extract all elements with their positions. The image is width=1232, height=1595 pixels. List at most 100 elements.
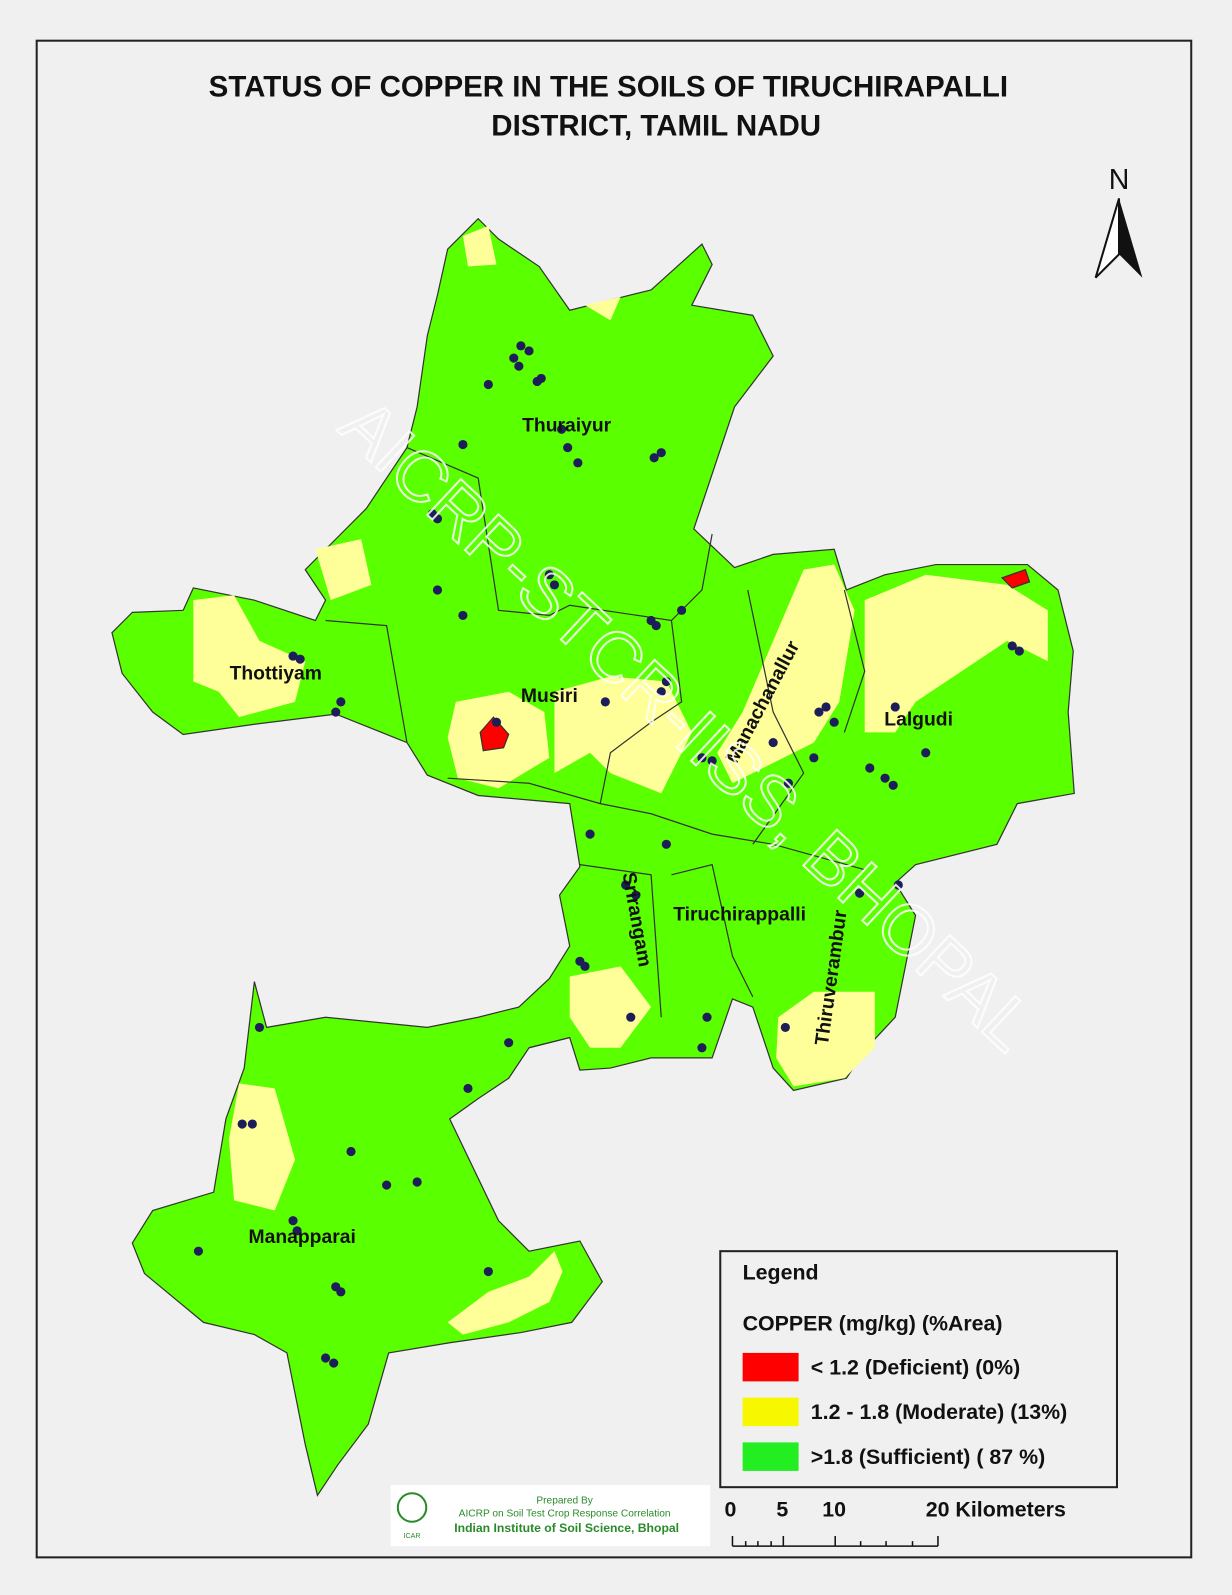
sample-point [821,702,831,712]
sample-point [412,1177,422,1187]
sample-point [193,1246,204,1256]
sample-point [631,890,641,900]
legend-heading: COPPER (mg/kg) (%Area) [743,1312,1003,1336]
sample-point [346,1146,356,1157]
credit-line: Indian Institute of Soil Science, Bhopal [454,1521,679,1535]
sample-point [651,621,661,631]
title-line-1: STATUS OF COPPER IN THE SOILS OF TIRUCHI… [209,71,1008,104]
scale-bar [731,1536,939,1547]
sample-point [247,1119,257,1129]
sample-point [288,1216,298,1226]
logo-mark [396,1492,428,1523]
sample-point [254,1022,265,1032]
moderate-zones [193,225,1048,1335]
sample-point [336,1287,346,1297]
sample-point [768,737,778,748]
sample-point [880,773,890,783]
district-outline [111,217,1075,1497]
sample-point [921,748,931,758]
sample-point [890,702,900,712]
sample-point [677,605,687,615]
legend-swatch [742,1442,799,1471]
sample-point [585,829,595,839]
sample-point [783,778,793,788]
sample-point [573,458,583,468]
scale-label: 10 [822,1498,846,1522]
sample-point [814,707,824,717]
sample-point [1007,641,1017,651]
block-label: Musiri [521,686,578,707]
sample-point [626,1012,636,1022]
sample-point [237,1119,247,1129]
sample-points [193,341,1024,1368]
sample-point [514,361,524,371]
sample-point [516,341,526,351]
sample-point [329,1358,339,1368]
credit-line: Prepared By [536,1495,593,1506]
sample-point [288,651,298,661]
block-label: Lalgudi [884,709,953,730]
sample-point [532,376,542,387]
sample-point [563,442,573,453]
sample-point [544,570,554,580]
sample-point [656,687,666,697]
sample-point [865,763,875,773]
sample-point [382,1180,392,1190]
block-label: Tiruchirappalli [673,905,806,926]
sample-point [321,1353,331,1363]
north-arrow-right [1119,198,1143,278]
scale-label: 5 [776,1498,788,1522]
block-boundaries [325,447,866,1049]
scale-label: 20 Kilometers [926,1498,1066,1522]
sample-point [432,585,443,595]
deficient-zones [479,568,1031,752]
sample-point [483,1266,493,1277]
sample-point [458,439,468,450]
legend-swatch [742,1397,799,1427]
sample-point [809,753,819,763]
sample-point [829,717,839,727]
sample-point [600,697,610,707]
sample-point [707,756,717,766]
legend-items: < 1.2 (Deficient) (0%) 1.2 - 1.8 (Moderat… [742,1352,1067,1471]
north-label: N [1109,164,1130,196]
sample-point [888,780,898,790]
sample-point [432,514,443,524]
sample-point [697,753,707,763]
sample-point [557,424,567,434]
sample-point [656,448,666,458]
sample-point [649,453,659,463]
sample-point [292,1226,302,1236]
scale-label: 0 [724,1498,736,1522]
sample-point [509,353,519,363]
sample-point [549,580,560,590]
legend-label: >1.8 (Sufficient) ( 87 %) [811,1445,1045,1469]
block-label: Manapparai [249,1227,356,1248]
sample-point [780,1022,790,1032]
sample-point [621,880,631,890]
logo-text: ICAR [404,1532,421,1540]
sample-point [336,697,346,707]
sample-point [458,610,468,620]
sample-point [661,676,671,687]
sample-point [1014,646,1024,656]
sample-point [702,1012,712,1022]
sample-point [580,961,590,971]
sample-point [295,654,305,664]
frame [35,39,1193,1559]
sample-point [504,1038,514,1048]
sample-point [661,839,671,849]
sample-point [855,888,865,898]
sample-point [697,1043,707,1053]
legend-label: 1.2 - 1.8 (Moderate) (13%) [811,1400,1067,1424]
district [111,217,1075,1497]
sample-point [463,1083,473,1094]
title-line-2: DISTRICT, TAMIL NADU [491,109,821,142]
credit-box [390,1485,711,1547]
sample-point [331,707,341,717]
legend-swatch [742,1352,799,1382]
sample-point [483,379,493,390]
block-label: Thuraiyur [522,415,612,436]
